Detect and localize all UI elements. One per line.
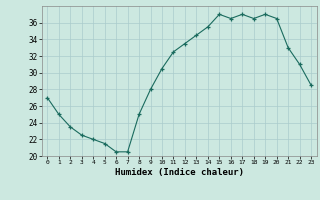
X-axis label: Humidex (Indice chaleur): Humidex (Indice chaleur) bbox=[115, 168, 244, 177]
